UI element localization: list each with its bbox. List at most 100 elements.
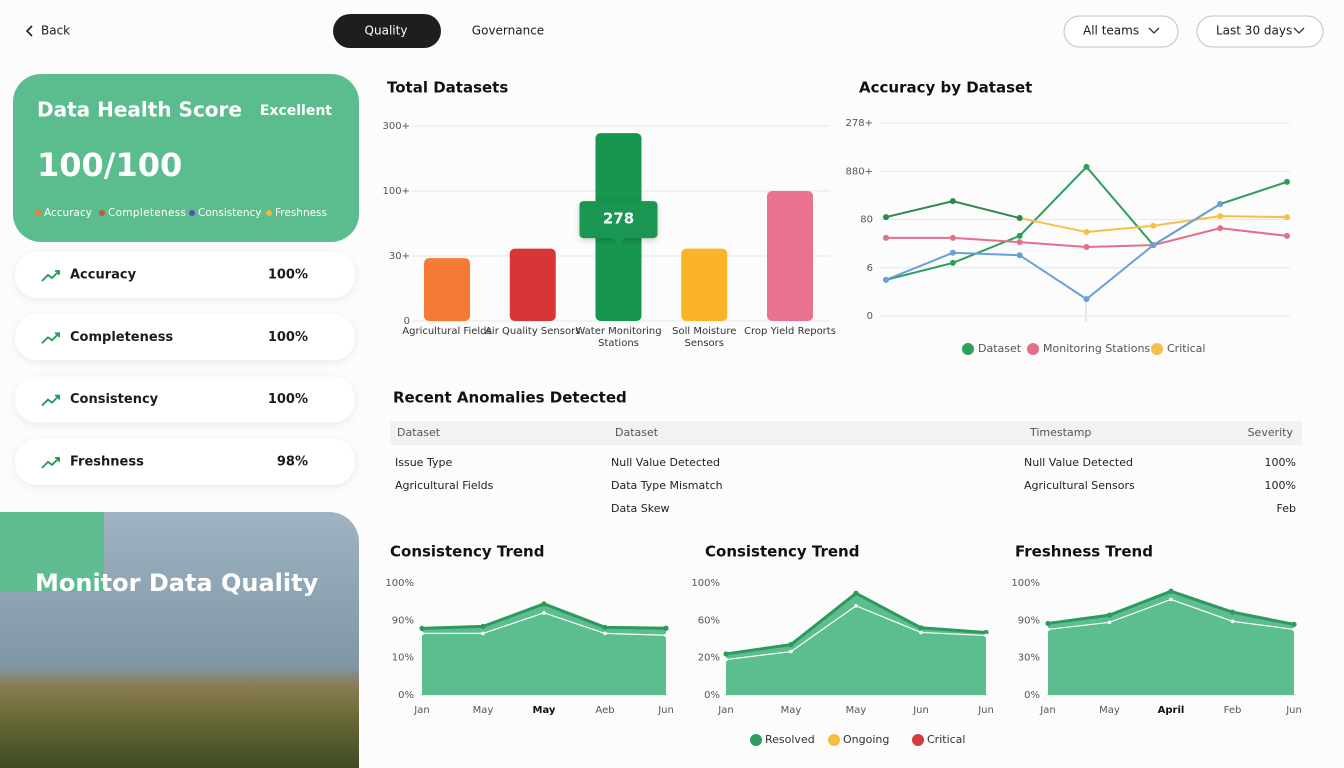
table-cell: Issue Type [395, 456, 452, 469]
point [480, 623, 486, 630]
y-tick-label: 100% [1011, 578, 1040, 589]
filter-dropdown[interactable] [1063, 15, 1179, 48]
point [1106, 612, 1113, 618]
bar [424, 258, 470, 321]
point [724, 657, 728, 662]
legend-label: Dataset [978, 342, 1022, 355]
legend-label: Critical [1167, 342, 1205, 355]
tab[interactable]: Quality [365, 24, 408, 38]
area [1048, 591, 1294, 695]
x-tick-label: May [846, 705, 867, 716]
banner-title: Monitor Data Quality [35, 569, 319, 597]
section-title: Recent Anomalies Detected [393, 389, 627, 407]
y-tick-label: 0 [867, 311, 873, 322]
point [664, 633, 668, 638]
tab-pill [333, 14, 441, 48]
point [1230, 619, 1235, 624]
chart-title: Total Datasets [387, 79, 508, 97]
area [422, 603, 666, 695]
x-tick-label: Jan [413, 705, 429, 716]
point [1107, 620, 1112, 625]
chart-title: Consistency Trend [705, 543, 859, 561]
callout-pointer [612, 238, 625, 246]
point [1291, 621, 1297, 627]
point [1016, 252, 1023, 259]
tab[interactable]: Governance [472, 24, 544, 38]
health-card [13, 74, 359, 242]
metric-card [15, 314, 355, 361]
banner-accent [0, 512, 104, 592]
table-cell: Agricultural Sensors [1024, 479, 1135, 492]
point [419, 625, 425, 632]
column-header: Severity [1248, 426, 1294, 439]
legend-dot [35, 210, 41, 216]
metric-card [15, 252, 355, 298]
point [1045, 620, 1051, 627]
y-tick-label: 300+ [383, 121, 410, 132]
point [420, 631, 424, 636]
trend-icon [41, 457, 60, 469]
legend-label: Ongoing [843, 733, 889, 746]
y-tick-label: 30+ [389, 251, 410, 262]
point [853, 590, 859, 596]
table-cell: 100% [1265, 479, 1296, 492]
point [1083, 296, 1090, 303]
trend-icon [41, 394, 60, 407]
health-rating: Excellent [260, 103, 332, 119]
legend-label: Monitoring Stations [1043, 342, 1150, 355]
point [1284, 178, 1290, 185]
metric-name: Consistency [70, 392, 159, 407]
y-tick-label: 90% [1018, 615, 1040, 626]
point [1083, 163, 1090, 170]
point [983, 629, 989, 636]
chevron [1148, 27, 1160, 34]
metric-value: 100% [268, 330, 308, 345]
line-series [885, 165, 1288, 281]
health-title: Data Health Score [37, 98, 242, 122]
back-link[interactable]: Back [41, 24, 70, 38]
point [949, 234, 956, 241]
legend-dot [912, 734, 924, 746]
point [1217, 201, 1224, 208]
metric-card [15, 438, 355, 485]
point [789, 649, 793, 654]
chart-title: Accuracy by Dataset [859, 79, 1032, 97]
point [1217, 213, 1224, 220]
bar [509, 248, 556, 321]
x-tick-label: Soll Moisture Sensors [672, 326, 737, 349]
legend-dot [828, 734, 840, 746]
trend-icon [41, 332, 60, 344]
x-tick-label: May [1099, 705, 1120, 716]
y-tick-label: 0% [398, 690, 414, 701]
x-tick-label: May [781, 705, 802, 716]
y-tick-label: 100% [385, 578, 414, 589]
point [1083, 244, 1090, 251]
back-icon[interactable] [25, 25, 33, 37]
point [1229, 609, 1236, 615]
legend-dot [189, 210, 195, 216]
y-tick-label: 0% [1024, 690, 1040, 701]
legend-dot [962, 343, 974, 355]
point [984, 633, 988, 638]
point [541, 601, 547, 607]
x-tick-label: Water Monitoring Stations [575, 326, 662, 349]
area [726, 593, 986, 695]
table-cell: Feb [1277, 502, 1296, 515]
filter-dropdown[interactable] [1196, 15, 1324, 48]
table-cell: Data Skew [611, 502, 670, 515]
point [854, 603, 858, 608]
metric-card [15, 376, 355, 423]
legend-dot [266, 210, 272, 216]
point [542, 611, 546, 615]
point [1046, 627, 1050, 632]
x-tick-label: May [473, 705, 494, 716]
legend-label: Freshness [275, 207, 327, 219]
chart-title: Consistency Trend [390, 543, 544, 561]
y-tick-label: 30% [1018, 653, 1040, 664]
point [1016, 215, 1023, 222]
table-cell: Null Value Detected [611, 456, 720, 469]
x-tick-label: Crop Yield Reports [744, 326, 836, 337]
y-tick-label: 80 [860, 215, 873, 226]
legend-dot [1027, 343, 1039, 355]
